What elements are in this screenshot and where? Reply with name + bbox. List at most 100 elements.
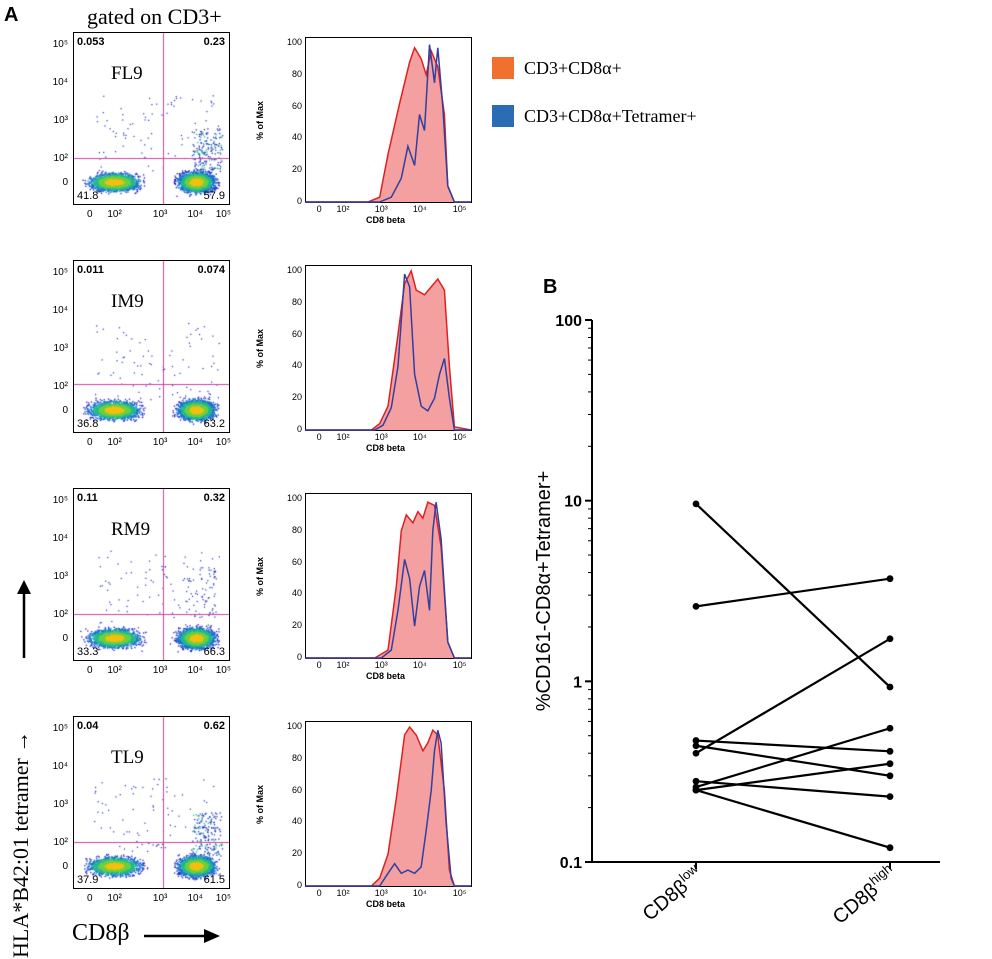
dot-y-tick: 10⁵ <box>52 266 68 278</box>
peptide-label: RM9 <box>111 519 151 540</box>
y-tick-label: 0.1 <box>560 855 582 872</box>
dot-x-tick: 0 <box>86 437 93 448</box>
hist-y-tick: 0 <box>296 196 302 206</box>
dot-y-tick: 0 <box>62 177 68 189</box>
series-line-s5 <box>695 637 891 755</box>
hist-y-tick: 60 <box>291 556 302 567</box>
dot-x-tick: 10⁴ <box>187 437 203 448</box>
hist-x-tick: 10⁴ <box>412 204 427 214</box>
hist-y-tick: 0 <box>296 652 302 662</box>
hist-x-tick: 10⁵ <box>452 660 467 670</box>
hist-y-tick: 60 <box>291 784 302 795</box>
hist-x-tick: 10² <box>336 660 350 670</box>
histogram-tl9 <box>305 721 472 887</box>
dot-x-tick: 10⁵ <box>215 893 231 904</box>
dot-y-tick: 10³ <box>53 342 68 354</box>
dot-x-tick: 0 <box>86 209 93 220</box>
series-line-s7 <box>695 727 891 789</box>
dot-x-tick: 10⁴ <box>187 209 203 220</box>
dot-y-tick: 10² <box>53 381 68 393</box>
hist-y-tick: 100 <box>286 265 302 275</box>
dot-x-tick: 10² <box>107 893 122 904</box>
tetramer-axis-text: HLA*B42:01 tetramer <box>8 758 33 958</box>
quadrant-ul-value: 0.04 <box>77 720 99 732</box>
hist-x-tick: 10² <box>336 432 350 442</box>
dot-x-tick: 10⁵ <box>215 209 231 220</box>
dot-y-tick: 10⁵ <box>52 494 68 506</box>
cd8b-axis-label: CD8β <box>72 920 130 946</box>
dot-y-tick: 0 <box>62 405 68 417</box>
legend-item-cd3-cd8a: CD3+CD8α+ <box>492 57 622 79</box>
dot-plot-tl9: 0.04 0.62 37.9 61.5 TL9 <box>73 716 230 889</box>
point-s3-low <box>692 737 700 744</box>
hist-y-tick: 40 <box>291 132 302 143</box>
arrow-up-icon: → <box>8 730 33 753</box>
hist-y-tick: 20 <box>291 392 302 403</box>
dot-x-tick: 10² <box>107 665 122 676</box>
point-s8-high <box>886 760 894 768</box>
quadrant-lr-value: 61.5 <box>203 874 225 886</box>
dot-y-tick: 10⁴ <box>52 532 68 544</box>
hist-y-tick: 80 <box>291 524 302 535</box>
hist-y-tick: 40 <box>291 816 302 827</box>
hist-x-tick: 10³ <box>374 660 388 670</box>
panel-b-letter: B <box>543 276 558 298</box>
histogram-blue-line <box>305 44 471 203</box>
dot-plot-rm9: 0.11 0.32 33.3 66.3 RM9 <box>73 488 230 661</box>
dot-x-tick: 10³ <box>152 665 168 676</box>
quadrant-lr-value: 66.3 <box>203 646 225 658</box>
hist-y-tick: 20 <box>291 164 302 175</box>
y-tick-label: 10 <box>564 494 582 511</box>
histogram-fill <box>305 727 471 886</box>
hist-y-tick: 0 <box>296 424 302 434</box>
hist-y-tick: 100 <box>286 493 302 503</box>
hist-x-tick: 10⁴ <box>412 888 427 898</box>
category-label-high: CD8βhigh <box>827 861 901 929</box>
histogram-fl9 <box>305 37 472 203</box>
point-s3-high <box>886 747 894 755</box>
histogram-red-line <box>305 268 472 431</box>
hist-y-label: % of Max <box>255 328 265 368</box>
quadrant-ul-value: 0.053 <box>77 36 105 48</box>
dot-y-tick: 10² <box>53 609 68 621</box>
dot-x-tick: 10² <box>107 209 122 220</box>
point-s9-high <box>886 844 894 852</box>
quadrant-ll-value: 37.9 <box>77 874 99 886</box>
tetramer-axis-label: HLA*B42:01 tetramer → <box>8 731 34 958</box>
dot-x-tick: 10³ <box>152 437 168 448</box>
quadrant-ur-value: 0.23 <box>203 36 225 48</box>
series-line-s3 <box>695 739 891 753</box>
point-s1-high <box>886 683 894 691</box>
point-s4-high <box>886 772 894 780</box>
dot-y-tick: 10⁵ <box>52 38 68 50</box>
dot-x-tick: 0 <box>86 893 93 904</box>
y-arrow-icon <box>17 580 31 658</box>
dot-y-tick: 10³ <box>53 798 68 810</box>
histogram-rm9 <box>305 493 472 659</box>
dot-plot-density <box>74 33 229 204</box>
hist-x-tick: 10⁵ <box>452 888 467 898</box>
dot-y-tick: 10³ <box>53 114 68 126</box>
peptide-label: FL9 <box>111 63 143 84</box>
dot-y-tick: 10⁴ <box>52 76 68 88</box>
hist-y-tick: 100 <box>286 37 302 47</box>
hist-y-tick: 20 <box>291 620 302 631</box>
dot-y-tick: 10⁴ <box>52 304 68 316</box>
hist-x-tick: 10³ <box>374 888 388 898</box>
hist-x-tick: 10⁵ <box>452 432 467 442</box>
histogram-blue-line <box>305 273 471 431</box>
hist-x-label: CD8 beta <box>366 215 406 225</box>
dot-x-tick: 10³ <box>152 209 168 220</box>
hist-y-label: % of Max <box>255 100 265 140</box>
legend-label-cd3-cd8a: CD3+CD8α+ <box>524 57 622 78</box>
quadrant-ur-value: 0.074 <box>197 264 225 276</box>
histogram-fill <box>305 502 471 658</box>
dot-y-tick: 10⁴ <box>52 760 68 772</box>
hist-x-label: CD8 beta <box>366 899 406 909</box>
quadrant-lr-value: 63.2 <box>203 418 225 430</box>
dot-y-tick: 0 <box>62 633 68 645</box>
hist-x-tick: 0 <box>316 888 322 898</box>
hist-x-tick: 0 <box>316 660 322 670</box>
series-line-s6 <box>695 780 891 798</box>
hist-x-tick: 10² <box>336 888 350 898</box>
